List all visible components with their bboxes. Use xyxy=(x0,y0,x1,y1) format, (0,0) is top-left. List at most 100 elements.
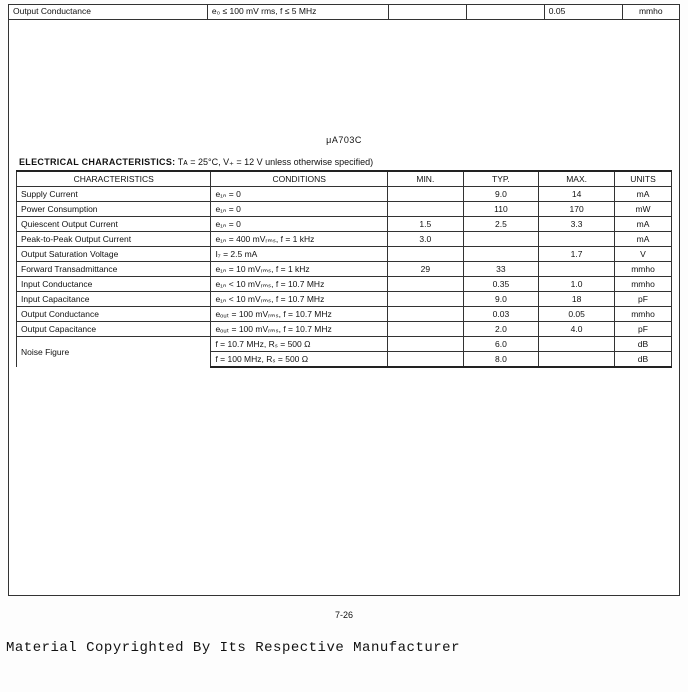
cell-units: mA xyxy=(615,217,672,232)
top-min xyxy=(389,5,467,19)
page-number: 7-26 xyxy=(0,610,688,620)
col-min: MIN. xyxy=(388,171,464,187)
cell-characteristic: Output Conductance xyxy=(17,307,211,322)
cell-typ: 2.0 xyxy=(463,322,539,337)
cell-typ: 8.0 xyxy=(463,352,539,368)
cell-min xyxy=(388,352,464,368)
cell-condition: e₁ₙ = 400 mVᵣₘₛ, f = 1 kHz xyxy=(211,232,388,247)
cell-typ: 110 xyxy=(463,202,539,217)
cell-min xyxy=(388,277,464,292)
cell-condition: I₇ = 2.5 mA xyxy=(211,247,388,262)
cell-condition: e₁ₙ = 0 xyxy=(211,217,388,232)
table-row: Input Capacitancee₁ₙ < 10 mVᵣₘₛ, f = 10.… xyxy=(17,292,672,307)
section-title-bold: ELECTRICAL CHARACTERISTICS: xyxy=(19,157,175,167)
col-max: MAX. xyxy=(539,171,615,187)
table-row: Input Conductancee₁ₙ < 10 mVᵣₘₛ, f = 10.… xyxy=(17,277,672,292)
cell-condition: eₒᵤₜ = 100 mVᵣₘₛ, f = 10.7 MHz xyxy=(211,307,388,322)
cell-condition: e₁ₙ = 10 mVᵣₘₛ, f = 1 kHz xyxy=(211,262,388,277)
cell-condition: e₁ₙ = 0 xyxy=(211,187,388,202)
cell-characteristic: Input Conductance xyxy=(17,277,211,292)
table-row: Output Saturation VoltageI₇ = 2.5 mA 1.7V xyxy=(17,247,672,262)
cell-characteristic: Power Consumption xyxy=(17,202,211,217)
top-characteristic: Output Conductance xyxy=(9,5,208,19)
table-row: Supply Currente₁ₙ = 09.014mA xyxy=(17,187,672,202)
table-row: Quiescent Output Currente₁ₙ = 01.52.53.3… xyxy=(17,217,672,232)
col-condition: CONDITIONS xyxy=(211,171,388,187)
cell-units: mmho xyxy=(615,277,672,292)
cell-min xyxy=(388,187,464,202)
cell-typ: 9.0 xyxy=(463,292,539,307)
page-frame: Output Conductance e₀ ≤ 100 mV rms, f ≤ … xyxy=(8,4,680,596)
cell-max: 1.0 xyxy=(539,277,615,292)
cell-max: 3.3 xyxy=(539,217,615,232)
section-conditions: Tᴀ = 25°C, V₊ = 12 V unless otherwise sp… xyxy=(175,157,373,167)
cell-condition: e₁ₙ < 10 mVᵣₘₛ, f = 10.7 MHz xyxy=(211,277,388,292)
cell-min xyxy=(388,247,464,262)
cell-max: 0.05 xyxy=(539,307,615,322)
cell-characteristic: Noise Figure xyxy=(17,337,211,368)
cell-max: 18 xyxy=(539,292,615,307)
cell-characteristic: Peak-to-Peak Output Current xyxy=(17,232,211,247)
col-characteristic: CHARACTERISTICS xyxy=(17,171,211,187)
cell-characteristic: Output Saturation Voltage xyxy=(17,247,211,262)
cell-max xyxy=(539,337,615,352)
cell-units: dB xyxy=(615,352,672,368)
table-row: Power Consumptione₁ₙ = 0 110170mW xyxy=(17,202,672,217)
cell-condition: e₁ₙ = 0 xyxy=(211,202,388,217)
cell-typ: 0.35 xyxy=(463,277,539,292)
table-row: Peak-to-Peak Output Currente₁ₙ = 400 mVᵣ… xyxy=(17,232,672,247)
table-row: Output Conductanceeₒᵤₜ = 100 mVᵣₘₛ, f = … xyxy=(17,307,672,322)
cell-typ: 9.0 xyxy=(463,187,539,202)
cell-min xyxy=(388,202,464,217)
col-typ: TYP. xyxy=(463,171,539,187)
cell-units: dB xyxy=(615,337,672,352)
table-row: Noise Figuref = 10.7 MHz, Rₛ = 500 Ω6.0d… xyxy=(17,337,672,352)
cell-condition: f = 10.7 MHz, Rₛ = 500 Ω xyxy=(211,337,388,352)
cell-units: pF xyxy=(615,292,672,307)
cell-typ xyxy=(463,232,539,247)
cell-typ: 6.0 xyxy=(463,337,539,352)
cell-units: pF xyxy=(615,322,672,337)
cell-units: mA xyxy=(615,187,672,202)
table-row: Forward Transadmittancee₁ₙ = 10 mVᵣₘₛ, f… xyxy=(17,262,672,277)
cell-typ: 33 xyxy=(463,262,539,277)
cell-max xyxy=(539,232,615,247)
top-units: mmho xyxy=(623,5,679,19)
part-number: μA703C xyxy=(9,135,679,145)
top-condition: e₀ ≤ 100 mV rms, f ≤ 5 MHz xyxy=(208,5,389,19)
copyright-text: Material Copyrighted By Its Respective M… xyxy=(6,640,688,656)
cell-min: 1.5 xyxy=(388,217,464,232)
cell-max: 1.7 xyxy=(539,247,615,262)
top-typ xyxy=(467,5,545,19)
section-heading: ELECTRICAL CHARACTERISTICS: Tᴀ = 25°C, V… xyxy=(19,157,679,168)
cell-min xyxy=(388,307,464,322)
cell-units: V xyxy=(615,247,672,262)
cell-characteristic: Forward Transadmittance xyxy=(17,262,211,277)
cell-max: 4.0 xyxy=(539,322,615,337)
cell-min xyxy=(388,292,464,307)
table-row: Output Capacitanceeₒᵤₜ = 100 mVᵣₘₛ, f = … xyxy=(17,322,672,337)
cell-units: mmho xyxy=(615,307,672,322)
cell-units: mmho xyxy=(615,262,672,277)
cell-characteristic: Output Capacitance xyxy=(17,322,211,337)
cell-max xyxy=(539,352,615,368)
cell-min: 3.0 xyxy=(388,232,464,247)
cell-characteristic: Quiescent Output Current xyxy=(17,217,211,232)
cell-max: 14 xyxy=(539,187,615,202)
table-header-row: CHARACTERISTICS CONDITIONS MIN. TYP. MAX… xyxy=(17,171,672,187)
cell-min: 29 xyxy=(388,262,464,277)
characteristics-table: CHARACTERISTICS CONDITIONS MIN. TYP. MAX… xyxy=(16,170,672,368)
cell-max xyxy=(539,262,615,277)
top-partial-row: Output Conductance e₀ ≤ 100 mV rms, f ≤ … xyxy=(9,5,679,20)
cell-min xyxy=(388,337,464,352)
cell-units: mA xyxy=(615,232,672,247)
cell-condition: e₁ₙ < 10 mVᵣₘₛ, f = 10.7 MHz xyxy=(211,292,388,307)
cell-typ: 0.03 xyxy=(463,307,539,322)
cell-max: 170 xyxy=(539,202,615,217)
cell-condition: eₒᵤₜ = 100 mVᵣₘₛ, f = 10.7 MHz xyxy=(211,322,388,337)
cell-units: mW xyxy=(615,202,672,217)
cell-typ xyxy=(463,247,539,262)
cell-condition: f = 100 MHz, Rₛ = 500 Ω xyxy=(211,352,388,368)
cell-characteristic: Input Capacitance xyxy=(17,292,211,307)
col-units: UNITS xyxy=(615,171,672,187)
